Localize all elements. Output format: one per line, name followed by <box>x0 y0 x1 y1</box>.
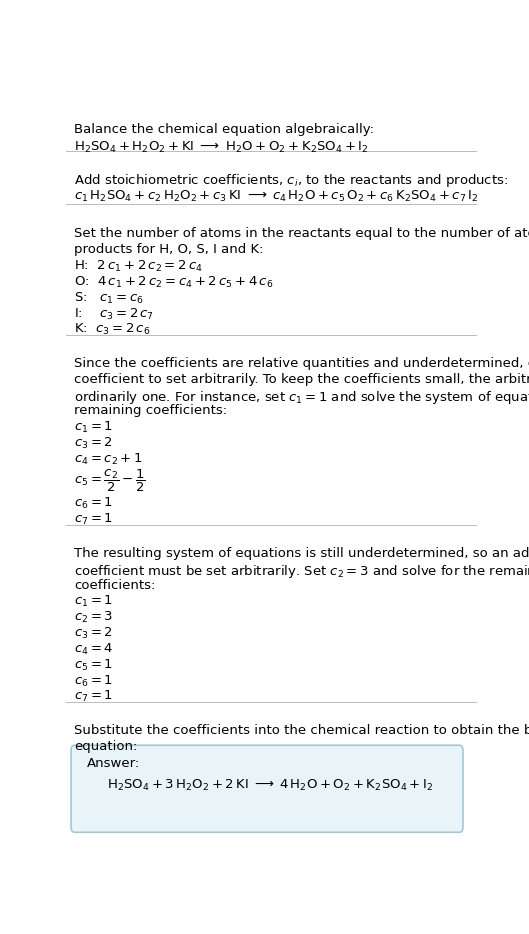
Text: coefficients:: coefficients: <box>74 578 156 591</box>
Text: $c_4 = 4$: $c_4 = 4$ <box>74 642 114 657</box>
Text: coefficient to set arbitrarily. To keep the coefficients small, the arbitrary va: coefficient to set arbitrarily. To keep … <box>74 373 529 386</box>
FancyBboxPatch shape <box>71 745 463 832</box>
Text: remaining coefficients:: remaining coefficients: <box>74 404 227 417</box>
Text: ordinarily one. For instance, set $c_1 = 1$ and solve the system of equations fo: ordinarily one. For instance, set $c_1 =… <box>74 389 529 405</box>
Text: Set the number of atoms in the reactants equal to the number of atoms in the: Set the number of atoms in the reactants… <box>74 227 529 240</box>
Text: $c_3 = 2$: $c_3 = 2$ <box>74 436 113 451</box>
Text: H:  $2\,c_1 + 2\,c_2 = 2\,c_4$: H: $2\,c_1 + 2\,c_2 = 2\,c_4$ <box>74 259 203 274</box>
Text: $c_7 = 1$: $c_7 = 1$ <box>74 512 113 527</box>
Text: $c_2 = 3$: $c_2 = 3$ <box>74 610 114 625</box>
Text: $\mathrm{H_2SO_4} + 3\,\mathrm{H_2O_2} + 2\,\mathrm{KI}\;\longrightarrow\; 4\,\m: $\mathrm{H_2SO_4} + 3\,\mathrm{H_2O_2} +… <box>107 778 434 793</box>
Text: $c_4 = c_2 + 1$: $c_4 = c_2 + 1$ <box>74 452 143 467</box>
Text: $c_1\,\mathrm{H_2SO_4} + c_2\,\mathrm{H_2O_2} + c_3\,\mathrm{KI}\;\longrightarro: $c_1\,\mathrm{H_2SO_4} + c_2\,\mathrm{H_… <box>74 190 479 205</box>
Text: $\mathrm{H_2SO_4 + H_2O_2 + KI} \;\longrightarrow\; \mathrm{H_2O + O_2 + K_2SO_4: $\mathrm{H_2SO_4 + H_2O_2 + KI} \;\longr… <box>74 140 369 155</box>
Text: equation:: equation: <box>74 740 138 753</box>
Text: $c_1 = 1$: $c_1 = 1$ <box>74 594 113 610</box>
Text: Balance the chemical equation algebraically:: Balance the chemical equation algebraica… <box>74 123 375 135</box>
Text: Add stoichiometric coefficients, $c_i$, to the reactants and products:: Add stoichiometric coefficients, $c_i$, … <box>74 172 508 189</box>
Text: Since the coefficients are relative quantities and underdetermined, choose a: Since the coefficients are relative quan… <box>74 357 529 370</box>
Text: Answer:: Answer: <box>87 757 140 771</box>
Text: I:    $c_3 = 2\,c_7$: I: $c_3 = 2\,c_7$ <box>74 306 154 321</box>
Text: $c_6 = 1$: $c_6 = 1$ <box>74 673 113 688</box>
Text: $c_5 = \dfrac{c_2}{2} - \dfrac{1}{2}$: $c_5 = \dfrac{c_2}{2} - \dfrac{1}{2}$ <box>74 468 146 494</box>
Text: coefficient must be set arbitrarily. Set $c_2 = 3$ and solve for the remaining: coefficient must be set arbitrarily. Set… <box>74 562 529 580</box>
Text: $c_7 = 1$: $c_7 = 1$ <box>74 689 113 704</box>
Text: S:   $c_1 = c_6$: S: $c_1 = c_6$ <box>74 290 144 305</box>
Text: The resulting system of equations is still underdetermined, so an additional: The resulting system of equations is sti… <box>74 547 529 559</box>
Text: $c_3 = 2$: $c_3 = 2$ <box>74 626 113 641</box>
Text: O:  $4\,c_1 + 2\,c_2 = c_4 + 2\,c_5 + 4\,c_6$: O: $4\,c_1 + 2\,c_2 = c_4 + 2\,c_5 + 4\,… <box>74 275 273 290</box>
Text: $c_1 = 1$: $c_1 = 1$ <box>74 420 113 435</box>
Text: $c_5 = 1$: $c_5 = 1$ <box>74 658 113 672</box>
Text: K:  $c_3 = 2\,c_6$: K: $c_3 = 2\,c_6$ <box>74 322 151 337</box>
Text: products for H, O, S, I and K:: products for H, O, S, I and K: <box>74 243 264 256</box>
Text: Substitute the coefficients into the chemical reaction to obtain the balanced: Substitute the coefficients into the che… <box>74 724 529 737</box>
Text: $c_6 = 1$: $c_6 = 1$ <box>74 496 113 512</box>
